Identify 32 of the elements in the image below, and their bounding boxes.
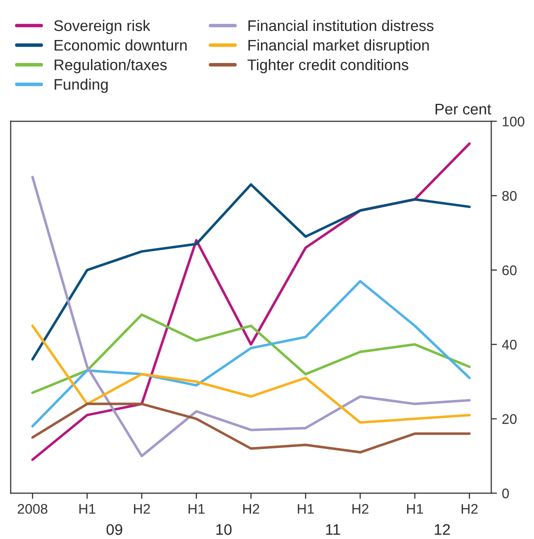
x-tick-label: H2 (243, 504, 260, 514)
legend-label: Regulation/taxes (54, 59, 167, 74)
y-tick-label: 40 (502, 340, 517, 350)
line-series (31, 324, 471, 424)
x-tick-label: 2008 (18, 504, 48, 514)
legend-label: Financial market disruption (248, 39, 429, 54)
legend-label: Financial institution distress (248, 20, 434, 32)
x-tick-label: H1 (298, 504, 314, 514)
x-tick-label: H1 (79, 504, 96, 514)
x-tick-label: H2 (352, 504, 368, 514)
legend-label: Funding (54, 78, 108, 93)
y-tick-label: 100 (502, 116, 524, 126)
x-tick-label: H1 (407, 504, 424, 514)
text: 10 (216, 524, 232, 535)
legend-label: Economic downturn (54, 39, 187, 51)
legend-label: Tighter credit conditions (248, 59, 408, 74)
x-tick-label: H2 (134, 504, 150, 514)
y-axis-title: Per cent (436, 104, 492, 115)
line-series (31, 402, 471, 454)
text: 12 (434, 524, 450, 535)
y-tick-label: 80 (502, 190, 517, 201)
text: 11 (326, 524, 340, 535)
y-tick-label: 0 (502, 488, 509, 498)
line-series (31, 183, 471, 361)
line-series (31, 313, 471, 394)
text: 09 (106, 524, 122, 535)
y-tick-label: 60 (502, 265, 517, 276)
line-series (31, 280, 471, 428)
x-tick-label: H2 (462, 504, 478, 514)
legend-label: Sovereign risk (54, 20, 150, 34)
y-tick-label: 20 (502, 414, 517, 424)
x-tick-label: H1 (188, 504, 205, 514)
